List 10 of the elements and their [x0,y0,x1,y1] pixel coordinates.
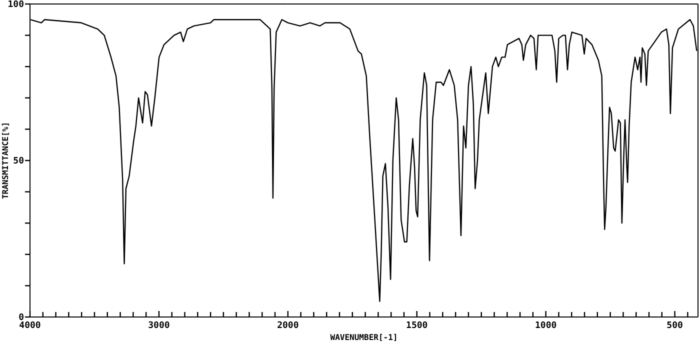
x-tick-label: 1000 [534,321,557,331]
x-axis-title: WAVENUMBER[-1] [330,333,398,342]
y-tick-label: 100 [8,0,24,10]
x-tick-label: 4000 [19,321,41,331]
x-tick-label: 500 [666,321,683,331]
x-tick-label: 2000 [277,321,299,331]
y-axis-title: TRANSMITTANCE[%] [1,122,10,200]
x-tick-label: 1500 [406,321,428,331]
x-tick-label: 3000 [148,321,170,331]
y-tick-label: 50 [13,156,24,167]
